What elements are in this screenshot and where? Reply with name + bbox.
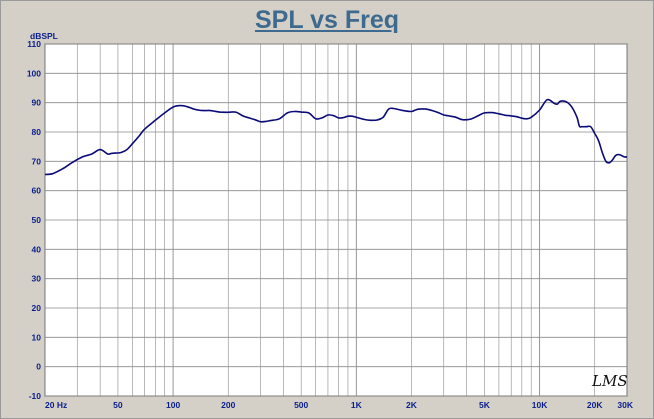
series-group [44, 98, 628, 176]
lms-logo: LMS [592, 372, 628, 390]
x-tick-label: 30K [617, 400, 633, 410]
y-tick-label: 20 [32, 303, 42, 313]
y-tick-label: 0 [36, 362, 41, 372]
y-tick-label: 60 [32, 186, 42, 196]
y-tick-label: 90 [32, 98, 42, 108]
x-tick-label: 2K [406, 400, 418, 410]
y-tick-label: 100 [27, 68, 41, 78]
y-axis-label: dBSPL [30, 31, 58, 41]
x-tick-label: 200 [221, 400, 235, 410]
x-tick-label: 50 [113, 400, 123, 410]
y-tick-label: 110 [27, 39, 41, 49]
x-tick-label: 100 [166, 400, 180, 410]
y-tick-label: 80 [32, 127, 42, 137]
x-tick-label: 5K [479, 400, 491, 410]
y-tick-label: 70 [32, 156, 42, 166]
spl-curve [44, 98, 628, 176]
x-tick-label: 1K [351, 400, 363, 410]
y-tick-label: -10 [29, 391, 42, 401]
y-tick-label: 30 [32, 274, 42, 284]
x-tick-label: 20K [587, 400, 603, 410]
chart-title: SPL vs Freq [254, 6, 400, 34]
x-tick-labels: 20 Hz 50 100 200 500 1K 2K 5K 10K 20K 30K [45, 400, 634, 410]
y-tick-label: 50 [32, 215, 42, 225]
y-tick-label: 10 [32, 332, 42, 342]
x-tick-label: 20 Hz [45, 400, 67, 410]
y-tick-label: 40 [32, 244, 42, 254]
x-tick-label: 10K [532, 400, 548, 410]
grid [44, 43, 628, 397]
x-tick-label: 500 [294, 400, 308, 410]
